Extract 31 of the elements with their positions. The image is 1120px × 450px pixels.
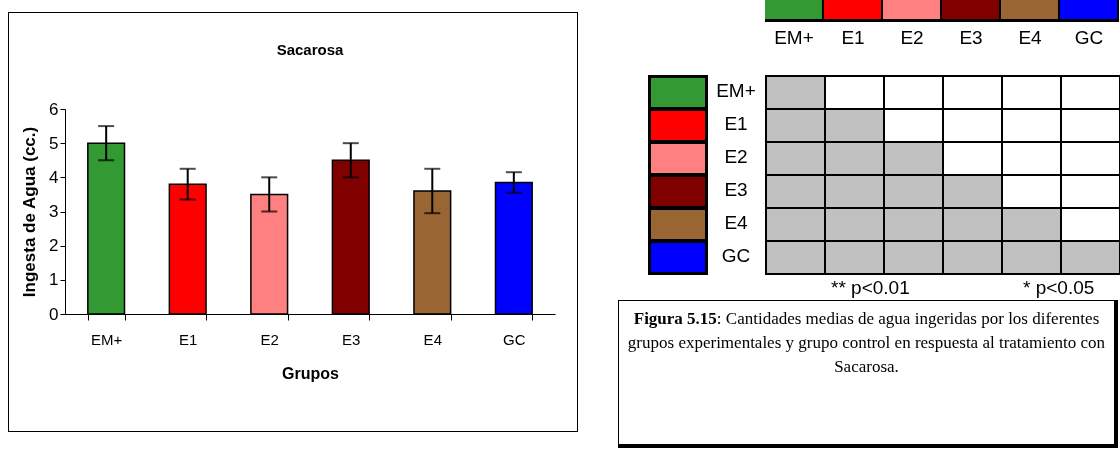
y-tick-label: 6 bbox=[49, 99, 59, 119]
x-tick-label: E1 bbox=[179, 330, 198, 348]
category-label: EM+ bbox=[773, 27, 815, 49]
text: * p<0.05 bbox=[1023, 277, 1095, 299]
x-axis-title: Grupos bbox=[282, 364, 340, 382]
x-tick-label: E3 bbox=[342, 330, 361, 348]
y-tick-label: 4 bbox=[49, 167, 59, 187]
category-label: E3 bbox=[724, 179, 748, 200]
y-tick-label: 5 bbox=[49, 133, 59, 153]
text: Figura 5.15: Cantidades medias de agua ingeridas por los diferentes grupos experimentales y grupo control en respuesta al tratamiento con Sacarosa. bbox=[618, 300, 1118, 448]
y-tick-label: 2 bbox=[49, 236, 59, 256]
category-label: GC bbox=[721, 245, 751, 266]
y-tick-label: 1 bbox=[49, 270, 59, 290]
category-label: E2 bbox=[724, 146, 748, 167]
category-label: E1 bbox=[840, 27, 866, 49]
category-label: GC bbox=[1073, 27, 1105, 49]
y-tick-label: 3 bbox=[49, 202, 59, 221]
category-label: E2 bbox=[899, 27, 925, 49]
y-axis-title: Ingesta de Agua (cc.) bbox=[20, 126, 40, 298]
chart-title: Sacarosa bbox=[276, 41, 345, 58]
x-tick-label: GC bbox=[503, 330, 526, 348]
category-label: E1 bbox=[724, 113, 748, 134]
x-tick-label: E4 bbox=[423, 330, 442, 348]
category-label: EM+ bbox=[716, 80, 756, 101]
x-tick-label: EM+ bbox=[91, 330, 123, 348]
text: ** p<0.01 bbox=[831, 277, 910, 299]
category-label: E3 bbox=[958, 27, 984, 49]
x-tick-label: E2 bbox=[260, 330, 279, 348]
category-label: E4 bbox=[724, 212, 748, 233]
y-tick-label: 0 bbox=[49, 304, 59, 324]
category-label: E4 bbox=[1017, 27, 1043, 49]
